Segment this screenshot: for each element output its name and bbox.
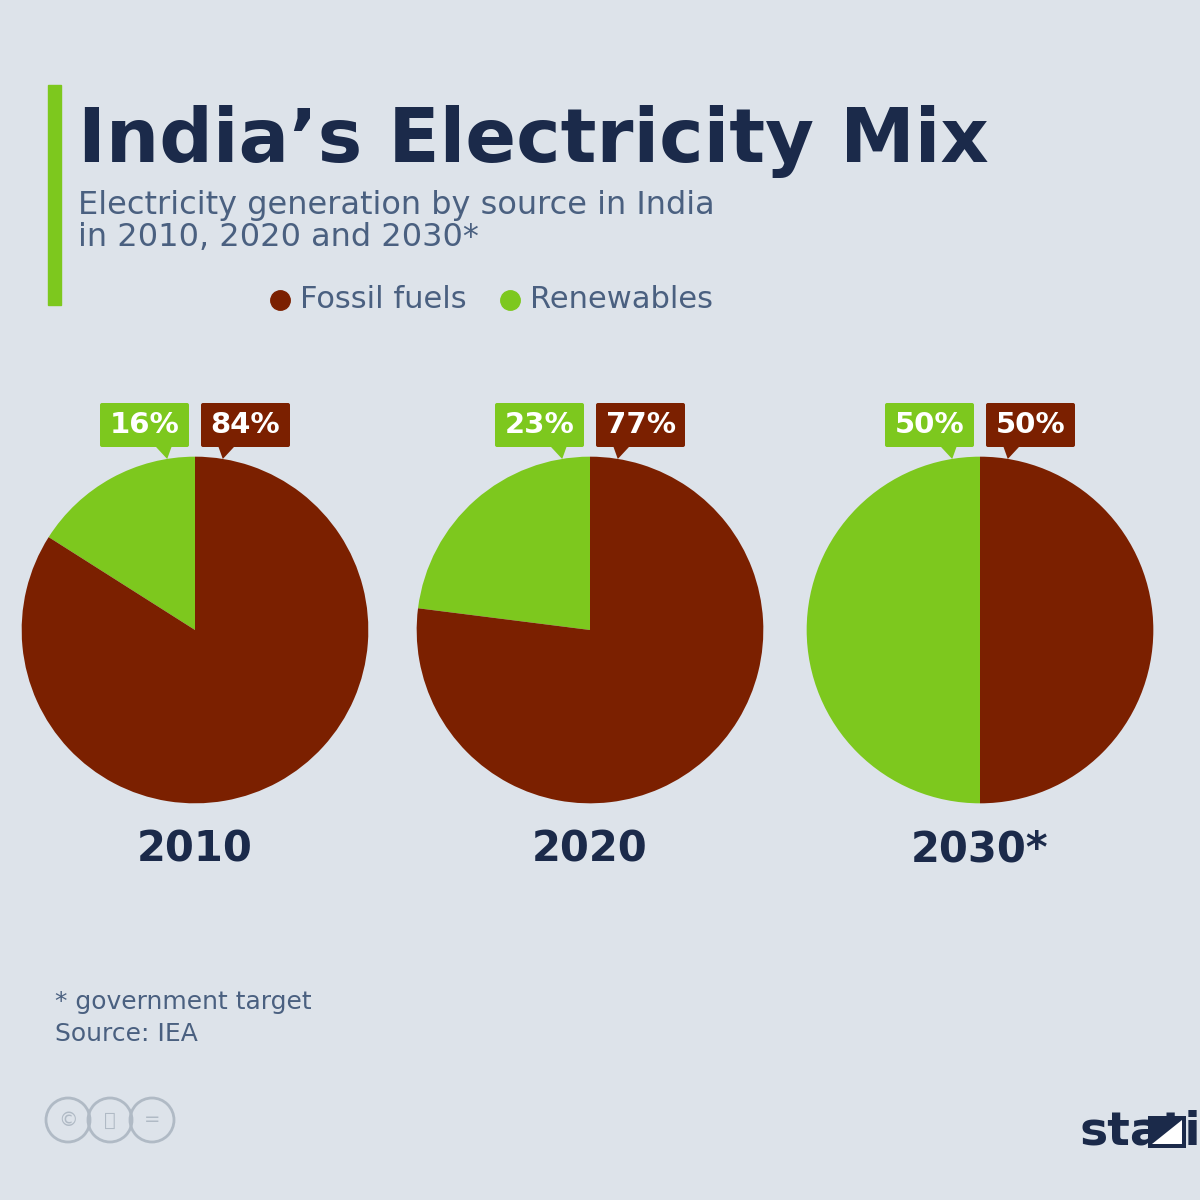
Text: * government target: * government target: [55, 990, 312, 1014]
Bar: [48, 85, 61, 305]
Polygon shape: [940, 445, 958, 458]
Text: 2010: 2010: [137, 828, 253, 870]
Text: Source: IEA: Source: IEA: [55, 1022, 198, 1046]
Text: 84%: 84%: [211, 410, 281, 439]
Wedge shape: [22, 457, 368, 803]
Text: 50%: 50%: [895, 410, 965, 439]
Wedge shape: [416, 457, 763, 803]
Wedge shape: [980, 457, 1153, 803]
Text: 23%: 23%: [505, 410, 575, 439]
FancyBboxPatch shape: [202, 403, 290, 446]
Text: 77%: 77%: [606, 410, 676, 439]
Text: in 2010, 2020 and 2030*: in 2010, 2020 and 2030*: [78, 222, 479, 253]
Text: Electricity generation by source in India: Electricity generation by source in Indi…: [78, 190, 715, 221]
Wedge shape: [49, 457, 194, 630]
Polygon shape: [550, 445, 568, 458]
Text: ⓘ: ⓘ: [104, 1110, 116, 1129]
Text: 50%: 50%: [996, 410, 1066, 439]
FancyBboxPatch shape: [596, 403, 685, 446]
FancyBboxPatch shape: [100, 403, 190, 446]
Polygon shape: [154, 445, 173, 458]
Polygon shape: [218, 445, 236, 458]
Bar: [1148, 1116, 1186, 1148]
Polygon shape: [1152, 1120, 1182, 1144]
FancyBboxPatch shape: [496, 403, 584, 446]
Text: statista: statista: [1080, 1110, 1200, 1154]
Text: 2020: 2020: [532, 828, 648, 870]
Text: Renewables: Renewables: [530, 286, 713, 314]
Text: India’s Electricity Mix: India’s Electricity Mix: [78, 104, 989, 178]
FancyBboxPatch shape: [986, 403, 1075, 446]
Text: Fossil fuels: Fossil fuels: [300, 286, 467, 314]
Polygon shape: [1003, 445, 1021, 458]
Text: 2030*: 2030*: [911, 828, 1049, 870]
Text: =: =: [144, 1110, 161, 1129]
FancyBboxPatch shape: [886, 403, 974, 446]
Polygon shape: [613, 445, 631, 458]
Text: 16%: 16%: [109, 410, 179, 439]
Text: ©: ©: [58, 1110, 78, 1129]
Wedge shape: [806, 457, 980, 803]
Wedge shape: [418, 457, 590, 630]
